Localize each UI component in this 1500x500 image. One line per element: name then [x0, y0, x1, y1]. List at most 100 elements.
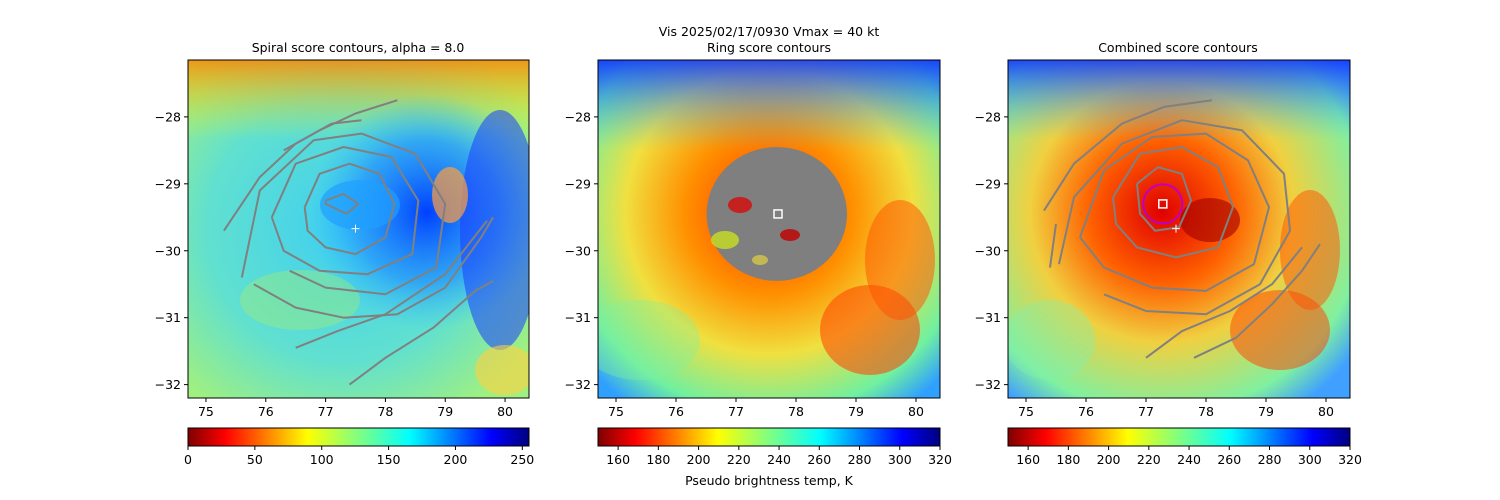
x-tick-label: 75 [608, 404, 624, 419]
colorbar-tick-label: 100 [310, 452, 334, 467]
contour-line [1058, 119, 1291, 316]
x-tick-label: 78 [788, 404, 804, 419]
contour-line [253, 216, 494, 319]
y-tick-label: −30 [975, 243, 1001, 258]
y-tick-label: −29 [975, 176, 1001, 191]
y-tick-label: −31 [565, 310, 591, 325]
y-tick-label: −31 [975, 310, 1001, 325]
colorbar-tick-label: 50 [247, 452, 263, 467]
colorbar-tick-label: 240 [767, 452, 791, 467]
colorbar-tick-label: 250 [510, 452, 534, 467]
markers-spiral [351, 224, 360, 233]
contour-line [240, 132, 447, 296]
x-tick-label: 76 [258, 404, 274, 419]
x-tick-label: 76 [1078, 404, 1094, 419]
contour-line [348, 280, 494, 386]
y-tick-label: −30 [155, 243, 181, 258]
colorbar-combined: 160 180 200 220 240 260 280 300 320 [1007, 427, 1362, 467]
x-tick-label: 79 [1258, 404, 1274, 419]
y-tick-label: −30 [565, 243, 591, 258]
colorbar-tick-label: 220 [727, 452, 751, 467]
colorbar-ring: 160 180 200 220 240 260 280 300 320 [597, 427, 952, 467]
best-center-circle [1142, 183, 1184, 225]
x-tick-label: 75 [198, 404, 214, 419]
x-axis-spiral: 75 76 77 78 79 80 [198, 398, 513, 419]
y-tick-label: −32 [975, 377, 1001, 392]
colorbar-tick-label: 200 [444, 452, 468, 467]
y-axis-combined: −28 −29 −30 −31 −32 [975, 109, 1008, 392]
contour-line [1049, 223, 1057, 268]
colorbar-tick-label: 200 [687, 452, 711, 467]
colorbar-tick-label: 220 [1137, 452, 1161, 467]
contour-line [1145, 246, 1303, 359]
contour-line [270, 146, 420, 276]
colorbar-tick-label: 200 [1097, 452, 1121, 467]
colorbar-tick-label: 320 [1338, 452, 1362, 467]
panel-combined: Combined score contours 75 76 77 78 79 80 −28… [975, 40, 1362, 467]
colorbar-tick-label: 300 [888, 452, 912, 467]
best-center-marker [1158, 199, 1168, 209]
x-tick-label: 77 [318, 404, 334, 419]
panel-title-combined: Combined score contours [1098, 40, 1258, 55]
x-axis-combined: 75 76 77 78 79 80 [1018, 398, 1334, 419]
contours-spiral [223, 99, 494, 386]
markers-combined [1142, 183, 1184, 233]
y-tick-label: −29 [565, 176, 591, 191]
figure-title: Vis 2025/02/17/0930 Vmax = 40 kt [659, 24, 880, 39]
x-tick-label: 79 [437, 404, 453, 419]
axes-frame-ring [597, 59, 941, 399]
y-tick-label: −32 [155, 377, 181, 392]
y-tick-label: −28 [155, 109, 181, 124]
colorbar-ticks-combined: 160 180 200 220 240 260 280 300 320 [1016, 446, 1362, 467]
contours-combined [1043, 99, 1321, 359]
contour-line [303, 162, 396, 256]
panel-title-ring: Ring score contours [707, 40, 831, 55]
y-tick-label: −29 [155, 176, 181, 191]
y-tick-label: −28 [975, 109, 1001, 124]
colorbar-tick-label: 160 [606, 452, 630, 467]
x-axis-ring: 75 76 77 78 79 80 [608, 398, 924, 419]
colorbar-tick-label: 240 [1177, 452, 1201, 467]
colorbar-tick-label: 260 [1217, 452, 1241, 467]
contour-line [283, 99, 398, 152]
ring-score-region [706, 147, 847, 281]
markers-ring [773, 209, 783, 219]
colorbar-tick-label: 0 [184, 452, 192, 467]
colorbar-tick-label: 180 [1056, 452, 1080, 467]
y-tick-label: −31 [155, 310, 181, 325]
colorbar-tick-label: 280 [848, 452, 872, 467]
colorbar-spiral: 0 50 100 150 200 250 [184, 427, 534, 467]
colorbar-ramp-ring [597, 427, 941, 447]
panel-ring: Ring score contours 75 76 77 78 79 80 −28−29−… [565, 40, 952, 488]
panel-title-spiral: Spiral score contours, alpha = 8.0 [252, 40, 465, 55]
x-tick-label: 75 [1018, 404, 1034, 419]
colorbar-tick-label: 300 [1298, 452, 1322, 467]
y-axis-spiral: −28 −29 −30 −31 −32 [155, 109, 188, 392]
axes-frame-spiral [187, 59, 530, 399]
x-tick-label: 76 [668, 404, 684, 419]
x-tick-label: 77 [728, 404, 744, 419]
x-tick-label: 80 [497, 404, 513, 419]
panel-spiral: Spiral score contours, alpha = 8.0 75 76 7… [155, 40, 535, 467]
colorbar-ramp-combined [1007, 427, 1351, 447]
x-tick-label: 77 [1138, 404, 1154, 419]
colorbar-ramp-spiral [187, 427, 530, 447]
contour-line [1079, 132, 1270, 292]
best-center-marker [773, 209, 783, 219]
contour-line [1193, 243, 1321, 359]
contour-line [1136, 166, 1192, 232]
colorbar-tick-label: 150 [377, 452, 401, 467]
contour-line [1112, 146, 1234, 259]
x-tick-label: 80 [1318, 404, 1334, 419]
contour-line [295, 219, 488, 349]
y-axis-ring: −28 −29 −30 −31 −32 [565, 109, 598, 392]
y-tick-label: −28 [565, 109, 591, 124]
y-tick-label: −32 [565, 377, 591, 392]
contour-line [1043, 99, 1213, 212]
colorbar-tick-label: 320 [928, 452, 952, 467]
contour-line [324, 192, 360, 215]
x-tick-label: 79 [848, 404, 864, 419]
x-tick-label: 80 [908, 404, 924, 419]
x-tick-label: 78 [377, 404, 393, 419]
